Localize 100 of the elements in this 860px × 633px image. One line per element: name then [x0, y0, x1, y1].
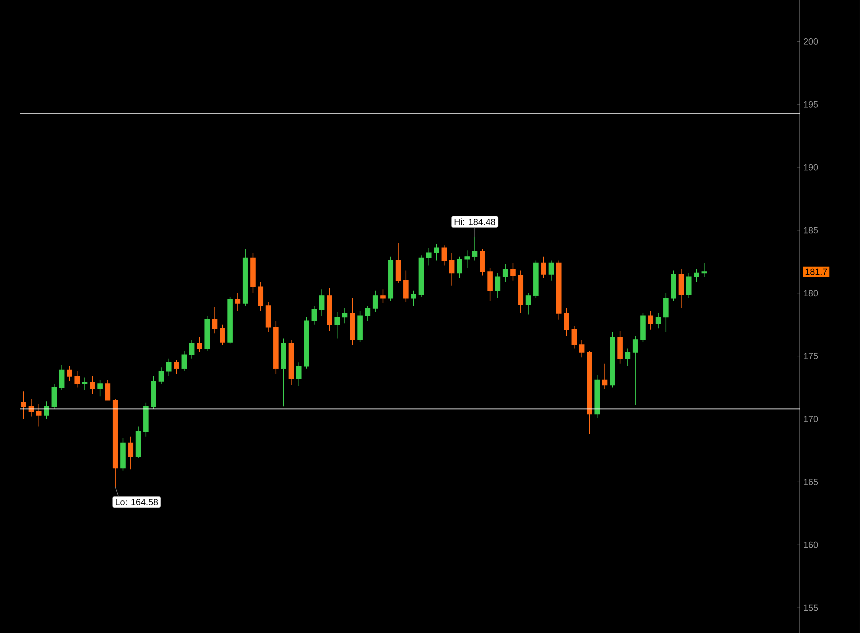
candlestick	[182, 350, 188, 372]
candlestick	[502, 264, 508, 282]
candlestick	[189, 339, 195, 360]
candlestick	[541, 256, 546, 278]
y-tick-label: 190	[804, 164, 818, 171]
candlestick	[274, 320, 279, 374]
candlestick	[548, 260, 554, 281]
candlestick	[296, 362, 302, 387]
y-tick-label: 170	[804, 416, 818, 422]
candlestick	[212, 306, 218, 334]
candlestick	[59, 364, 65, 390]
candlestick	[372, 290, 378, 312]
candlestick	[510, 262, 516, 281]
candlestick	[151, 376, 156, 410]
annotation: Lo: 164.58	[116, 498, 158, 506]
y-tick-label: 200	[804, 38, 818, 45]
candlestick	[526, 292, 532, 315]
candlestick	[632, 336, 638, 406]
candlestick	[388, 256, 394, 302]
candlestick	[28, 398, 34, 417]
candlestick	[204, 316, 210, 352]
candlestick	[457, 256, 462, 278]
candlestick	[266, 302, 272, 333]
candlestick	[197, 336, 202, 353]
candlestick	[648, 310, 654, 330]
annotation: Hi: 184.48	[454, 218, 496, 226]
candlestick	[678, 268, 684, 309]
candlestick	[334, 312, 340, 339]
candlestick	[534, 260, 539, 299]
candlestick	[434, 244, 440, 261]
candlestick	[166, 358, 172, 377]
candlestick	[556, 260, 562, 320]
candlestick	[112, 398, 118, 488]
y-tick-label: 180	[804, 290, 818, 296]
y-tick-label: 175	[804, 353, 818, 360]
candlestick	[518, 270, 524, 314]
candlestick	[144, 402, 149, 438]
candlestick	[82, 377, 88, 390]
candlestick	[36, 404, 42, 427]
candlestick	[90, 376, 96, 394]
y-tick-label: 155	[804, 604, 818, 611]
candlestick	[350, 298, 356, 346]
candlestick	[572, 326, 578, 349]
candlestick	[602, 363, 608, 390]
candlestick	[694, 268, 700, 282]
candlestick	[342, 308, 348, 324]
candlestick	[128, 436, 134, 470]
candlestick	[396, 242, 402, 284]
candlestick	[404, 270, 409, 302]
candlestick	[418, 255, 424, 298]
candlestick	[158, 367, 164, 384]
y-tick-label: 195	[804, 101, 818, 108]
candlestick	[44, 401, 50, 420]
candlestick	[52, 383, 58, 410]
candlestick	[304, 316, 310, 370]
candlestick	[449, 252, 455, 286]
candlestick	[242, 248, 248, 306]
candlestick	[610, 332, 616, 388]
candlestick	[220, 324, 226, 346]
candlestick	[411, 290, 416, 306]
candlestick	[174, 360, 180, 374]
y-tick-label: 160	[804, 542, 818, 548]
candlestick	[136, 426, 142, 458]
candlestick	[426, 248, 432, 266]
candlestick	[358, 310, 363, 343]
y-tick-label: 185	[804, 227, 818, 234]
candlestick	[594, 374, 600, 418]
candlestick	[488, 268, 493, 302]
candlestick	[67, 366, 72, 382]
candlestick	[74, 370, 80, 388]
candlestick	[319, 289, 325, 316]
candlestick	[98, 380, 103, 397]
candlestick	[312, 305, 318, 326]
candlestick	[380, 289, 386, 304]
candlestick	[281, 338, 286, 407]
candlestick	[250, 252, 256, 294]
candlestick	[664, 292, 669, 333]
candlestick	[579, 339, 585, 358]
candlestick	[105, 380, 111, 401]
candlestick	[618, 330, 623, 364]
candlestick	[21, 391, 26, 420]
candlestick	[495, 272, 501, 299]
candlestick	[258, 282, 264, 312]
candlestick	[228, 296, 233, 344]
candlestick	[564, 308, 570, 336]
candlestick	[671, 270, 676, 302]
candlestick	[480, 248, 486, 276]
y-tick-label: 165	[804, 478, 818, 486]
candlestick	[442, 245, 448, 266]
candlestick	[686, 272, 692, 299]
candlestick	[625, 348, 631, 367]
candlestick	[702, 262, 708, 278]
candlestick	[288, 339, 294, 386]
candlestick	[327, 288, 332, 332]
text: 181.7	[806, 268, 828, 276]
candlestick	[587, 350, 592, 435]
candlestick	[235, 292, 241, 312]
candlestick	[656, 313, 662, 329]
candlestick	[365, 305, 371, 322]
candlestick	[640, 313, 646, 343]
